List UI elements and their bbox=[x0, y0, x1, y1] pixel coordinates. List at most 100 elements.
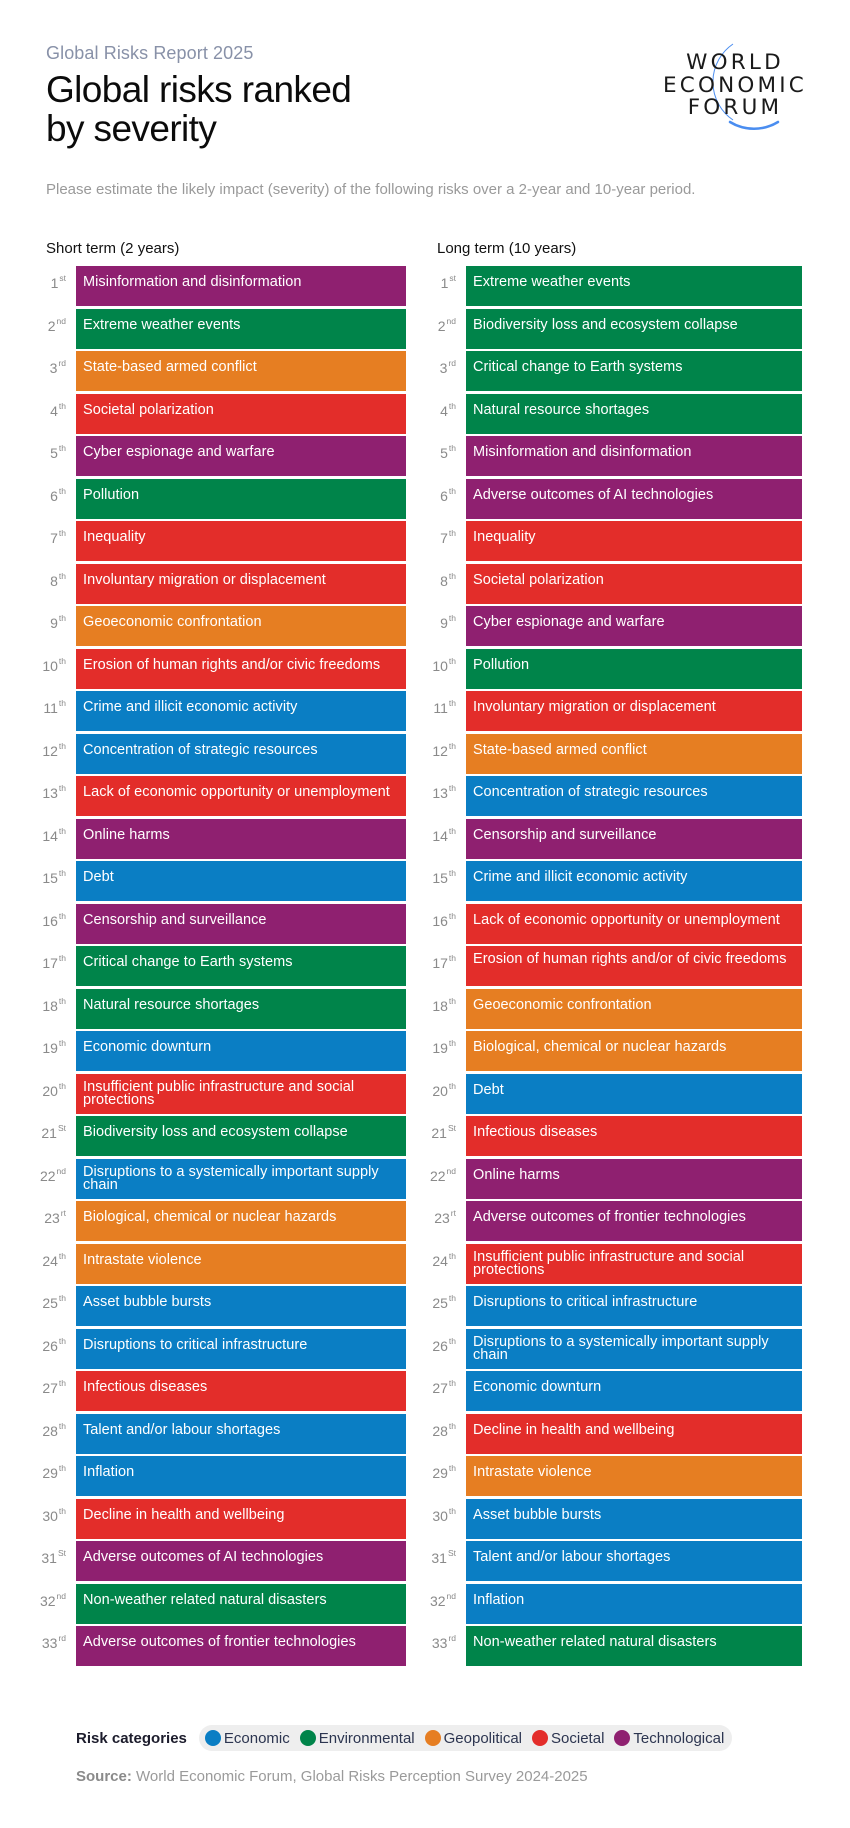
wef-logo: WORLD ECONOMIC FORUM bbox=[655, 42, 815, 137]
rank-suffix: th bbox=[448, 910, 456, 921]
rank-label: 16th bbox=[42, 910, 66, 929]
risk-row: 20th Insufficient public infrastructure a… bbox=[30, 1073, 406, 1117]
risk-row: 4th Natural resource shortages bbox=[420, 393, 802, 437]
rank-label: 5th bbox=[440, 443, 456, 461]
risk-bar-environmental: Pollution bbox=[466, 648, 802, 689]
rank-suffix: th bbox=[58, 910, 66, 921]
rank-suffix: th bbox=[448, 528, 456, 538]
rank-suffix: th bbox=[58, 995, 66, 1006]
rank-suffix: th bbox=[448, 1293, 456, 1303]
rank-label: 23rt bbox=[44, 1208, 66, 1226]
risk-row: 28th Decline in health and wellbeing bbox=[420, 1413, 802, 1457]
risk-bar-technological: Adverse outcomes of frontier technologie… bbox=[76, 1626, 406, 1666]
risk-bar-societal: Infectious diseases bbox=[76, 1371, 406, 1411]
risk-bar-environmental: Non-weather related natural disasters bbox=[76, 1583, 406, 1624]
risk-bar-economic: Talent and/or labour shortages bbox=[466, 1541, 802, 1581]
rank-suffix: th bbox=[58, 570, 66, 581]
rank-label: 9th bbox=[50, 613, 66, 631]
rank-label: 13th bbox=[42, 783, 66, 801]
rank-suffix: th bbox=[58, 698, 66, 708]
rank-label: 15th bbox=[42, 868, 66, 886]
technological-dot-icon bbox=[614, 1730, 631, 1746]
rank-label: 28th bbox=[432, 1420, 456, 1439]
rank-label: 4th bbox=[440, 400, 456, 419]
rank-label: 4th bbox=[50, 400, 66, 419]
risk-row: 17th Erosion of human rights and/or of ci… bbox=[420, 946, 802, 989]
rank-suffix: th bbox=[58, 485, 66, 496]
rank-suffix: nd bbox=[446, 1165, 456, 1176]
rank-suffix: th bbox=[58, 400, 66, 411]
risk-bar-environmental: Extreme weather events bbox=[76, 308, 406, 349]
risk-row: 20th Debt bbox=[420, 1073, 802, 1117]
rank-suffix: th bbox=[58, 1378, 66, 1388]
risk-bar-geopolitical: Biological, chemical or nuclear hazards bbox=[76, 1201, 406, 1241]
risk-row: 13th Concentration of strategic resources bbox=[420, 776, 802, 819]
rank-label: 24th bbox=[42, 1250, 66, 1269]
risk-bar-societal: Insufficient public infrastructure and s… bbox=[76, 1073, 406, 1114]
risk-row: 27th Infectious diseases bbox=[30, 1371, 406, 1414]
rank-label: 11th bbox=[43, 698, 66, 716]
rank-suffix: th bbox=[448, 740, 456, 751]
rank-suffix: th bbox=[448, 868, 456, 878]
risk-bar-geopolitical: State-based armed conflict bbox=[466, 733, 802, 774]
legend-item-label: Geopolitical bbox=[443, 1729, 523, 1747]
risk-row: 6th Adverse outcomes of AI technologies bbox=[420, 478, 802, 522]
risk-row: 14th Censorship and surveillance bbox=[420, 818, 802, 862]
rank-suffix: rd bbox=[58, 1633, 66, 1643]
risk-row: 7th Inequality bbox=[420, 521, 802, 564]
risk-bar-environmental: Non-weather related natural disasters bbox=[466, 1626, 802, 1666]
risk-row: 12th State-based armed conflict bbox=[420, 733, 802, 777]
long-term-heading: Long term (10 years) bbox=[437, 240, 577, 257]
rank-suffix: th bbox=[58, 1080, 66, 1091]
rank-suffix: St bbox=[447, 1123, 456, 1133]
rank-label: 14th bbox=[432, 825, 456, 844]
risk-bar-economic: Debt bbox=[466, 1073, 802, 1114]
rank-suffix: st bbox=[59, 273, 66, 283]
risk-bar-societal: Inequality bbox=[466, 521, 802, 561]
risk-bar-economic: Economic downturn bbox=[466, 1371, 802, 1411]
legend-item-environmental: Environmental bbox=[299, 1730, 415, 1747]
risk-bar-technological: Cyber espionage and warfare bbox=[76, 436, 406, 476]
rank-label: 33rd bbox=[41, 1633, 66, 1651]
risk-bar-geopolitical: Intrastate violence bbox=[76, 1243, 406, 1284]
rank-label: 30th bbox=[42, 1505, 66, 1524]
rank-label: 7th bbox=[440, 528, 456, 546]
legend-label: Risk categories bbox=[76, 1729, 187, 1747]
risk-bar-technological: Misinformation and disinformation bbox=[76, 266, 406, 306]
rank-label: 20th bbox=[42, 1080, 66, 1099]
risk-bar-environmental: Pollution bbox=[76, 478, 406, 519]
rank-suffix: rt bbox=[450, 1208, 456, 1218]
rank-suffix: nd bbox=[446, 1590, 456, 1601]
rank-label: 10th bbox=[42, 655, 66, 674]
rank-suffix: th bbox=[58, 1420, 66, 1431]
risk-row: 26th Disruptions to a systemically import… bbox=[420, 1328, 802, 1372]
rank-suffix: th bbox=[448, 400, 456, 411]
risk-bar-societal: Inequality bbox=[76, 521, 406, 561]
risk-bar-economic: Asset bubble bursts bbox=[76, 1286, 406, 1326]
rank-label: 26th bbox=[42, 1335, 66, 1354]
rank-suffix: th bbox=[448, 1335, 456, 1346]
rank-label: 10th bbox=[432, 655, 456, 674]
risk-bar-technological: Misinformation and disinformation bbox=[466, 436, 802, 476]
rank-label: 29th bbox=[42, 1463, 66, 1481]
risk-row: 29th Inflation bbox=[30, 1456, 406, 1499]
risk-row: 12th Concentration of strategic resources bbox=[30, 733, 406, 777]
risk-bar-technological: Cyber espionage and warfare bbox=[466, 606, 802, 646]
rank-suffix: nd bbox=[56, 315, 66, 326]
risk-bar-societal: Infectious diseases bbox=[466, 1116, 802, 1156]
economic-dot-icon bbox=[204, 1730, 221, 1746]
logo-line-3: FORUM bbox=[687, 95, 783, 120]
rank-label: 5th bbox=[50, 443, 66, 461]
rank-label: 1st bbox=[50, 273, 66, 291]
risk-bar-societal: Decline in health and wellbeing bbox=[76, 1498, 406, 1539]
legend-item-technological: Technological bbox=[614, 1730, 724, 1747]
page-title: Global risks ranked by severity bbox=[46, 70, 446, 148]
rank-label: 23rt bbox=[434, 1208, 456, 1226]
rank-suffix: St bbox=[57, 1123, 66, 1133]
risk-row: 9th Geoeconomic confrontation bbox=[30, 606, 406, 649]
rank-suffix: th bbox=[58, 613, 66, 623]
rank-suffix: th bbox=[58, 825, 66, 836]
risk-row: 2nd Extreme weather events bbox=[30, 308, 406, 352]
logo-arc-icon bbox=[712, 43, 780, 130]
risk-bar-economic: Disruptions to critical infrastructure bbox=[76, 1328, 406, 1369]
